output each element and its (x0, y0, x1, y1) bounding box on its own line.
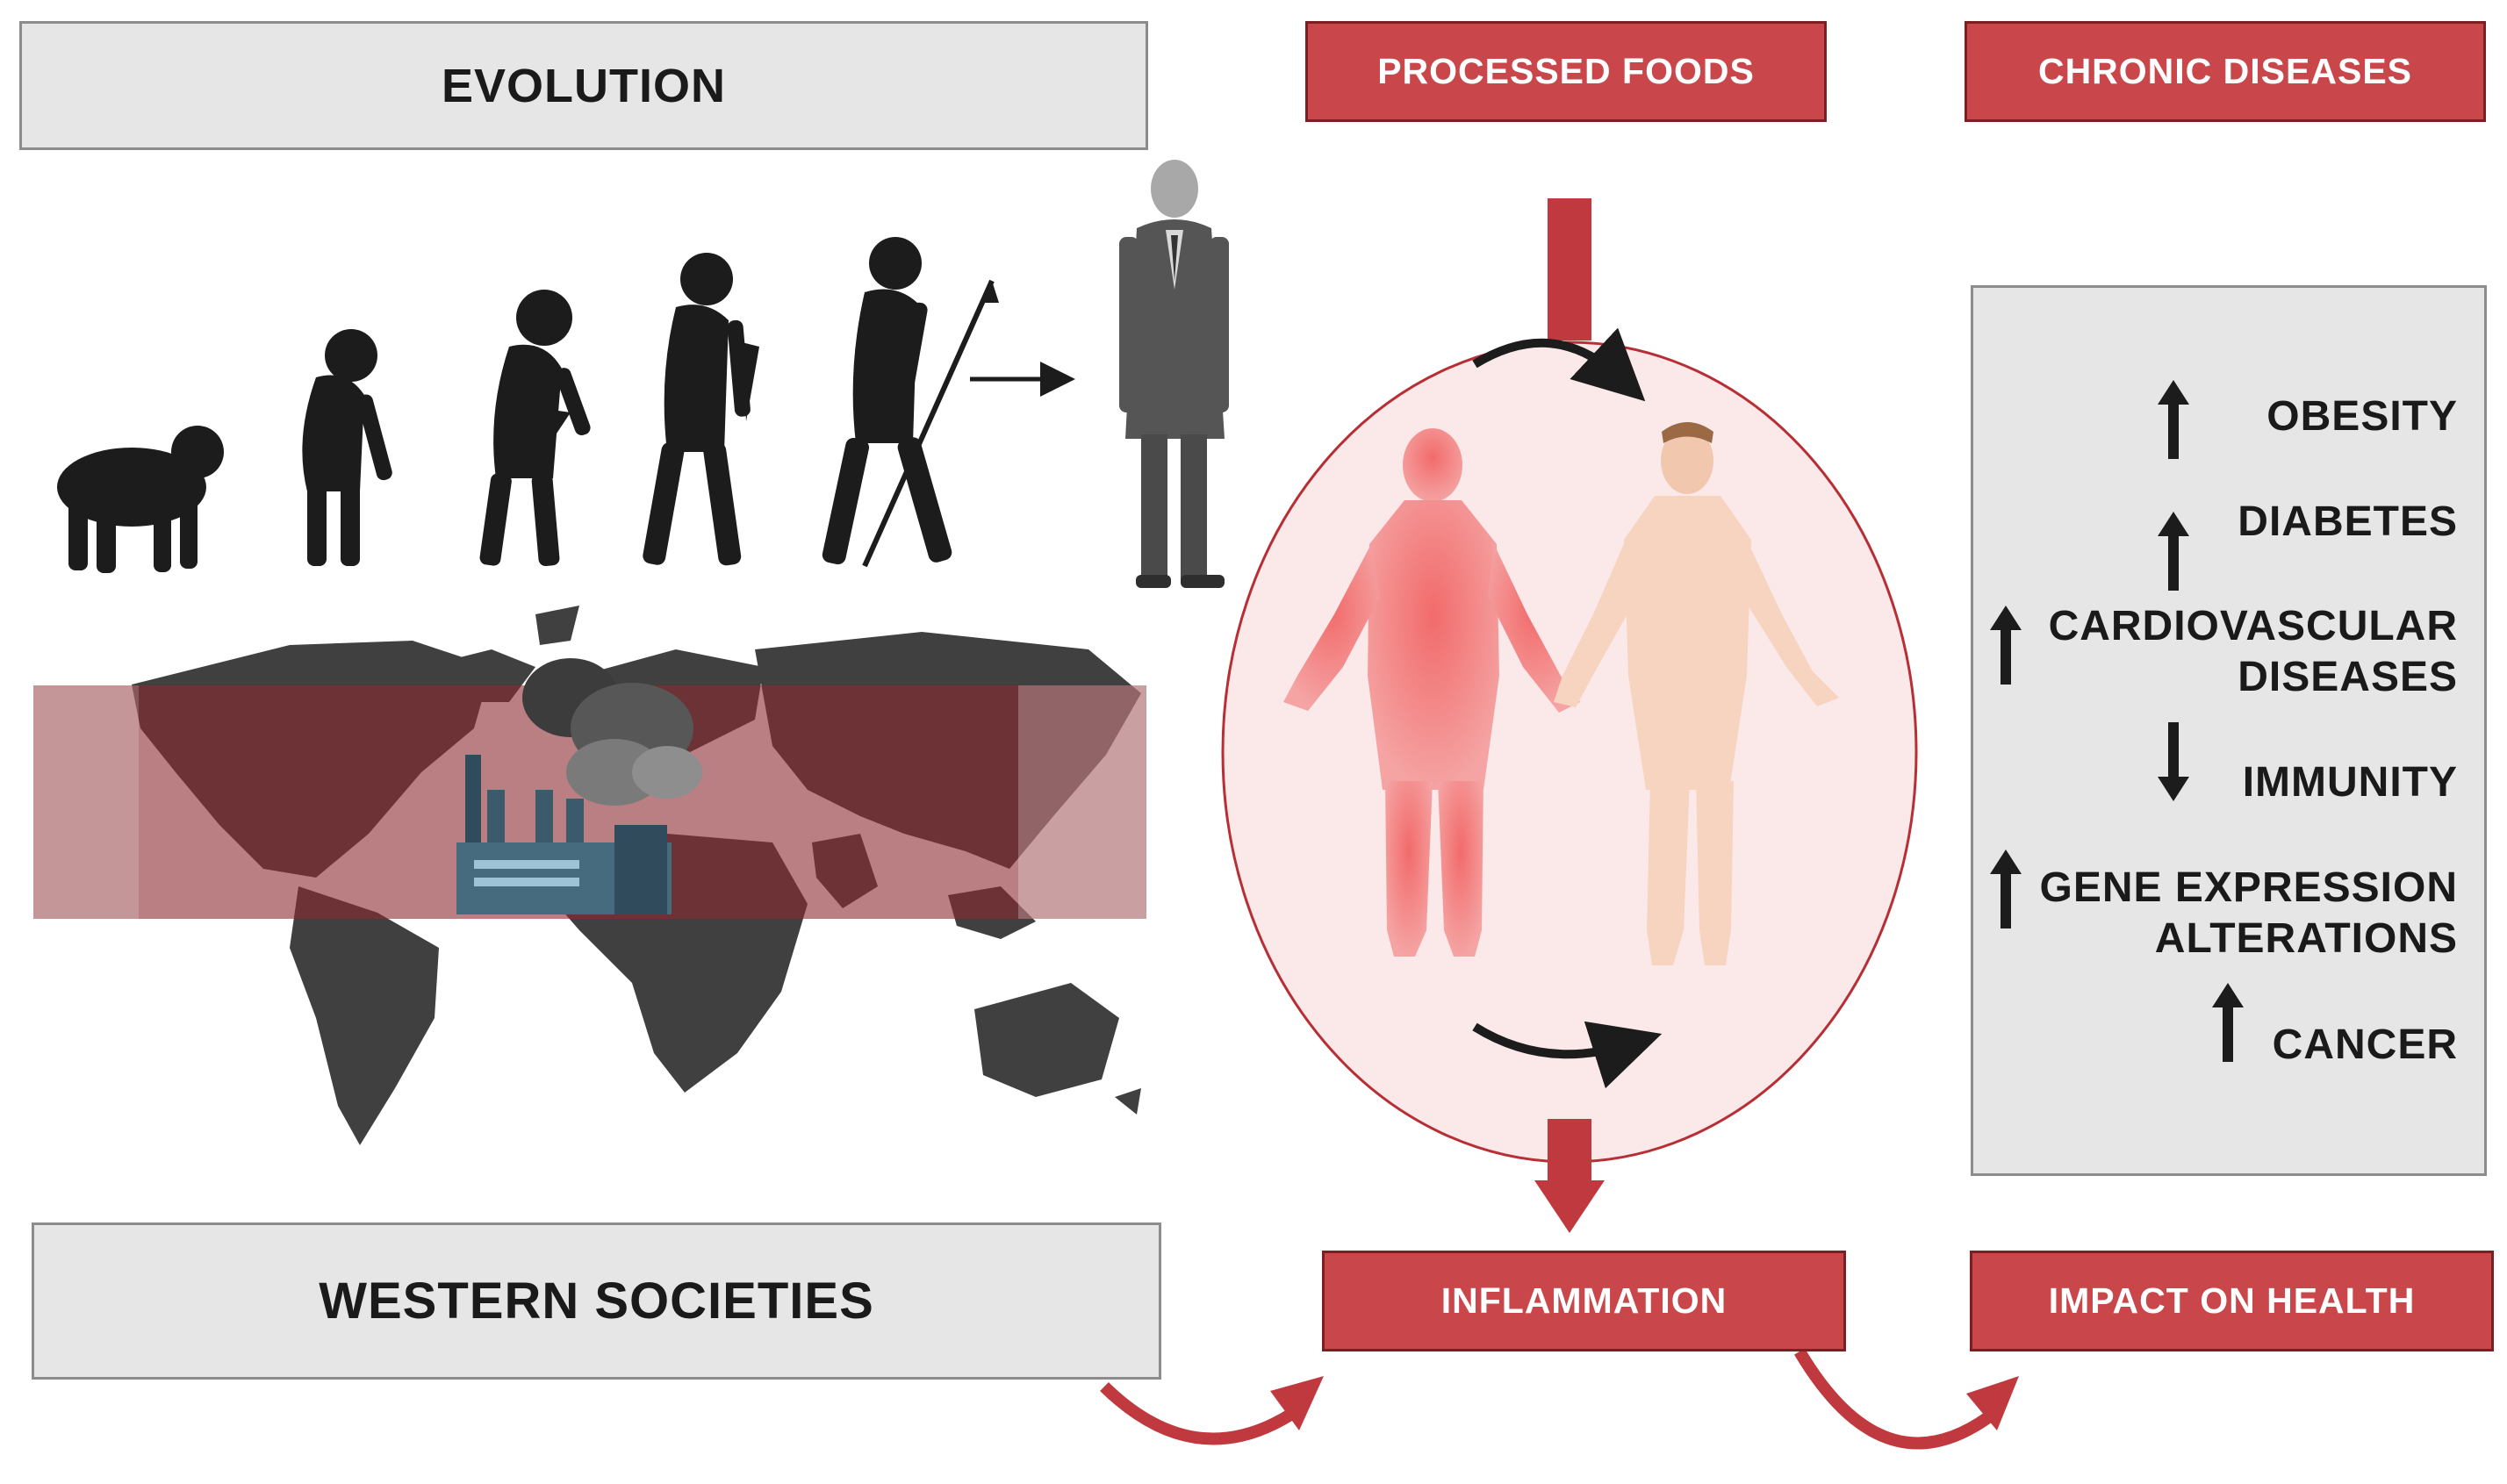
western-to-inflammation-arrow (1100, 1381, 1294, 1445)
human-with-spear-icon (822, 237, 999, 568)
human-with-torch-icon (643, 253, 759, 566)
curved-arrow-icon (1472, 1021, 1663, 1089)
cardiovascular-label-line1: CARDIOVASCULAR (2048, 603, 2458, 649)
healthy-body-icon (1554, 422, 1839, 965)
up-arrow-icon (1990, 606, 2022, 685)
up-arrow-icon (2158, 380, 2189, 459)
evolution-silhouettes (57, 237, 999, 573)
processed-foods-arrow-shaft (1548, 198, 1591, 341)
up-arrow-icon (1990, 850, 2022, 928)
diabetes-label: DIABETES (2238, 498, 2458, 545)
western-to-inflammation-arrow-head (1270, 1376, 1324, 1430)
inflammation-to-impact-arrow (1793, 1348, 1993, 1450)
inflammation-arrow-head (1534, 1180, 1605, 1233)
down-arrow-icon (2158, 722, 2189, 801)
inflammation-circle (1221, 341, 1918, 1164)
evolution-title: EVOLUTION (19, 21, 1148, 150)
inflammation-arrow-shaft (1548, 1119, 1591, 1180)
immunity-label: IMMUNITY (2242, 759, 2458, 806)
band-right-fade (1018, 685, 1146, 919)
up-arrow-icon (2212, 983, 2244, 1062)
cancer-label: CANCER (2272, 1022, 2458, 1068)
gene-expression-label-line2: ALTERATIONS (2154, 915, 2458, 962)
inflammation-title: INFLAMMATION (1322, 1251, 1846, 1351)
ape-silhouette-icon (57, 426, 224, 573)
gene-expression-label-line1: GENE EXPRESSION (2039, 864, 2458, 911)
impact-on-health-title: IMPACT ON HEALTH (1970, 1251, 2494, 1351)
businessman-icon (1119, 160, 1229, 588)
early-human-silhouette-icon (479, 290, 591, 566)
hominid-silhouette-icon (302, 329, 392, 566)
band-left-fade (33, 685, 139, 919)
factory-icon (456, 658, 702, 914)
cardiovascular-label-line2: DISEASES (2238, 654, 2458, 700)
up-arrow-icon (2158, 512, 2189, 591)
curved-arrow-icon (1472, 327, 1646, 402)
western-societies-title: WESTERN SOCIETIES (32, 1222, 1161, 1380)
chronic-diseases-title: CHRONIC DISEASES (1965, 21, 2486, 122)
obesity-label: OBESITY (2266, 393, 2458, 440)
chronic-diseases-panel: OBESITY DIABETES CARDIOVASCULAR DISEASES… (1971, 285, 2487, 1176)
inflammation-to-impact-arrow-head (1966, 1376, 2019, 1430)
inflamed-body-icon (1283, 428, 1580, 957)
processed-foods-title: PROCESSED FOODS (1305, 21, 1827, 122)
